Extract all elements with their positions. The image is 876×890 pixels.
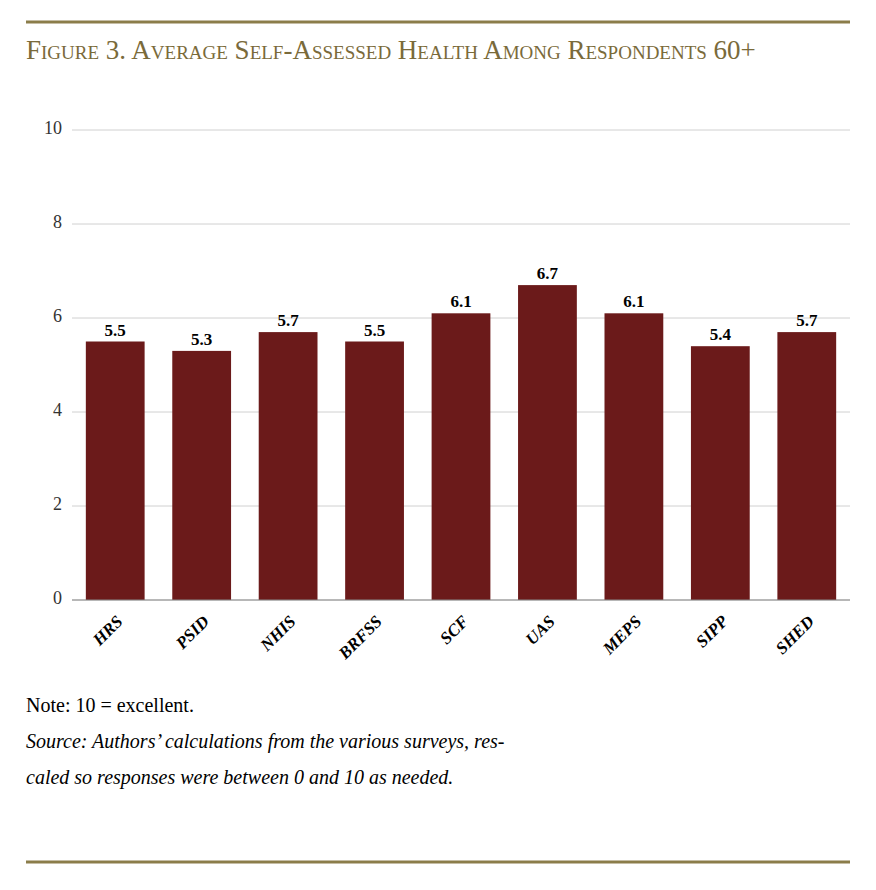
data-label: 5.5 (364, 321, 385, 340)
grid (72, 130, 850, 600)
y-tick-label: 10 (44, 118, 62, 138)
data-label: 6.1 (450, 292, 471, 311)
x-tick-label: MEPS (598, 612, 645, 659)
grid-line (72, 600, 850, 601)
data-label: 5.5 (105, 321, 126, 340)
bar (345, 342, 404, 601)
y-tick-label: 4 (53, 400, 62, 420)
chart: 0 2 4 6 8 10 5.5 5.3 5.7 5.5 6.1 6.7 6.1 5.4 5.7 HRS PSI… (0, 0, 876, 890)
chart-title: Figure 3. Average Self-Assessed Health A… (26, 32, 850, 68)
bar (86, 342, 145, 601)
y-tick-label: 2 (53, 494, 62, 514)
bar (432, 313, 491, 600)
data-label: 5.7 (796, 311, 818, 330)
x-tick-label: SIPP (692, 611, 732, 651)
x-tick-label: SCF (436, 611, 473, 648)
x-tick-label: HRS (88, 612, 126, 650)
bars (86, 285, 836, 600)
bar (777, 332, 836, 600)
x-tick-label: BRFSS (334, 612, 386, 664)
top-rule (26, 21, 850, 24)
y-tick-label: 8 (53, 212, 62, 232)
data-label: 6.7 (537, 264, 559, 283)
data-label: 5.3 (191, 330, 212, 349)
x-tick-label: PSID (171, 612, 213, 654)
grid-line (72, 130, 850, 131)
y-tick-label: 6 (53, 306, 62, 326)
y-tick-label: 0 (53, 588, 62, 608)
annotation: Source: Authors’ calculations from the v… (26, 730, 504, 753)
x-tick-label: NHIS (256, 612, 300, 656)
bar (259, 332, 318, 600)
bar (172, 351, 231, 600)
x-tick-label: UAS (522, 612, 559, 649)
data-label: 5.4 (710, 325, 732, 344)
bar (691, 346, 750, 600)
annotation: Note: 10 = excellent. (26, 694, 194, 716)
bottom-rule (26, 861, 850, 864)
bar (604, 313, 663, 600)
data-label: 5.7 (277, 311, 299, 330)
bar (518, 285, 577, 600)
grid-line (72, 224, 850, 225)
x-tick-label: SHED (772, 612, 818, 658)
data-label: 6.1 (623, 292, 644, 311)
x-axis-line (72, 600, 850, 601)
annotation: caled so responses were between 0 and 10… (26, 766, 453, 789)
